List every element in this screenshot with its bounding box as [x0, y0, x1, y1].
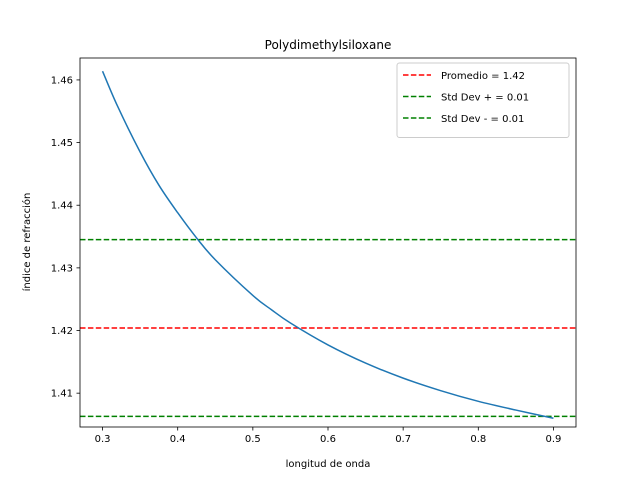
legend-box [396, 62, 570, 138]
y-tick-label: 1.45 [51, 138, 73, 149]
y-tick-label: 1.42 [51, 326, 73, 337]
y-tick-label: 1.43 [51, 263, 73, 274]
axes-layer: 0.3 0.4 0.5 0.6 0.7 0.8 0.9 1.41 1.42 1.43 1.44 1.4… [51, 57, 577, 445]
data-series-line [101, 70, 554, 419]
y-tick-label: 1.46 [51, 75, 73, 86]
x-tick-label: 0.7 [395, 434, 411, 445]
x-tick-label: 0.8 [470, 434, 486, 445]
legend-label: Promedio = 1.42 [441, 71, 525, 82]
y-tick-label: 1.41 [51, 389, 73, 400]
x-tick-label: 0.5 [245, 434, 261, 445]
x-tick-label: 0.6 [320, 434, 336, 445]
legend: Promedio = 1.42 Std Dev + = 0.01 Std Dev -… [396, 62, 570, 138]
legend-label: Std Dev - = 0.01 [441, 114, 524, 125]
chart-title: Polydimethylsiloxane [265, 38, 392, 52]
x-tick-label: 0.3 [95, 434, 111, 445]
legend-label: Std Dev + = 0.01 [441, 93, 529, 104]
x-tick-label: 0.9 [546, 434, 562, 445]
x-axis-label: longitud de onda [286, 459, 371, 470]
y-tick-label: 1.44 [51, 201, 73, 212]
y-axis-label: índice de refracción [21, 193, 33, 292]
series-layer [80, 70, 576, 419]
x-tick-label: 0.4 [170, 434, 186, 445]
